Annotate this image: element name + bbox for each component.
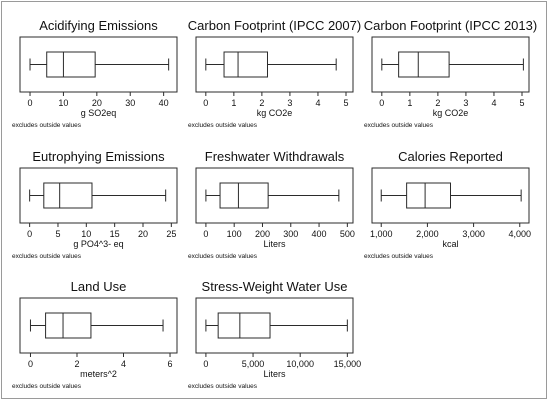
x-tick-label: 0 bbox=[28, 98, 33, 108]
footnote: excludes outside values bbox=[12, 253, 82, 260]
iqr-box bbox=[398, 51, 450, 78]
x-axis-label: kcal bbox=[442, 239, 458, 249]
x-axis-label: Liters bbox=[263, 369, 286, 379]
iqr-box bbox=[406, 182, 451, 209]
x-tick-label: 1 bbox=[407, 98, 412, 108]
chart-title: Carbon Footprint (IPCC 2013) bbox=[364, 18, 537, 33]
iqr-box bbox=[46, 51, 96, 78]
x-tick-label: 0 bbox=[203, 98, 208, 108]
x-tick-label: 200 bbox=[255, 229, 270, 239]
x-tick-label: 20 bbox=[138, 229, 148, 239]
x-tick-label: 2 bbox=[435, 98, 440, 108]
chart-panel-7: Land Use 0 2 4 6 meters^2 excludes outside val… bbox=[12, 279, 178, 390]
x-tick-label: 4,000 bbox=[508, 229, 531, 239]
footnote: excludes outside values bbox=[188, 383, 258, 390]
x-tick-label: 5 bbox=[519, 98, 524, 108]
x-tick-label: 5,000 bbox=[242, 359, 265, 369]
footnote: excludes outside values bbox=[188, 253, 258, 260]
x-tick-label: 15,000 bbox=[334, 359, 362, 369]
x-tick-label: 10,000 bbox=[286, 359, 314, 369]
x-axis-label: kg CO2e bbox=[257, 108, 293, 118]
chart-title: Stress-Weight Water Use bbox=[202, 279, 348, 294]
chart-panel-5: Freshwater Withdrawals 0 100 200 300 400 500 Li… bbox=[188, 149, 355, 260]
iqr-box bbox=[223, 51, 268, 78]
x-tick-label: 5 bbox=[55, 229, 60, 239]
x-tick-label: 0 bbox=[27, 229, 32, 239]
x-axis-label: meters^2 bbox=[80, 369, 117, 379]
footnote: excludes outside values bbox=[364, 253, 434, 260]
x-tick-label: 30 bbox=[125, 98, 135, 108]
figure-frame: Acidifying Emissions 0 10 20 30 40 g SO2eq excl… bbox=[1, 1, 547, 399]
x-tick-label: 25 bbox=[166, 229, 176, 239]
x-tick-label: 6 bbox=[168, 359, 173, 369]
chart-title: Acidifying Emissions bbox=[39, 18, 158, 33]
x-tick-label: 300 bbox=[283, 229, 298, 239]
x-tick-label: 500 bbox=[340, 229, 355, 239]
chart-panel-8: Stress-Weight Water Use 0 5,000 10,000 15,00… bbox=[188, 279, 361, 390]
iqr-box bbox=[43, 182, 93, 209]
footnote: excludes outside values bbox=[12, 122, 82, 129]
x-axis-label: g PO4^3- eq bbox=[73, 239, 123, 249]
x-tick-label: 15 bbox=[110, 229, 120, 239]
x-tick-label: 4 bbox=[315, 98, 320, 108]
x-tick-label: 0 bbox=[203, 229, 208, 239]
chart-title: Carbon Footprint (IPCC 2007) bbox=[188, 18, 361, 33]
chart-title: Land Use bbox=[71, 279, 127, 294]
chart-panel-1: Acidifying Emissions 0 10 20 30 40 g SO2eq excl… bbox=[12, 18, 178, 129]
x-tick-label: 10 bbox=[81, 229, 91, 239]
iqr-box bbox=[219, 182, 269, 209]
x-tick-label: 1,000 bbox=[370, 229, 393, 239]
iqr-box bbox=[45, 312, 92, 339]
x-tick-label: 5 bbox=[343, 98, 348, 108]
x-tick-label: 0 bbox=[28, 359, 33, 369]
x-tick-label: 40 bbox=[159, 98, 169, 108]
chart-panel-2: Carbon Footprint (IPCC 2007) 0 1 2 3 4 5 kg CO2… bbox=[188, 18, 361, 129]
chart-title: Calories Reported bbox=[398, 149, 503, 164]
x-tick-label: 1 bbox=[231, 98, 236, 108]
footnote: excludes outside values bbox=[364, 122, 434, 129]
x-tick-label: 0 bbox=[203, 359, 208, 369]
x-tick-label: 10 bbox=[58, 98, 68, 108]
x-tick-label: 0 bbox=[379, 98, 384, 108]
x-tick-label: 20 bbox=[92, 98, 102, 108]
footnote: excludes outside values bbox=[12, 383, 82, 390]
x-tick-label: 2 bbox=[259, 98, 264, 108]
x-axis-label: g SO2eq bbox=[81, 108, 117, 118]
x-tick-label: 3 bbox=[463, 98, 468, 108]
x-tick-label: 2 bbox=[74, 359, 79, 369]
x-tick-label: 100 bbox=[227, 229, 242, 239]
x-tick-label: 4 bbox=[121, 359, 126, 369]
chart-title: Eutrophying Emissions bbox=[32, 149, 165, 164]
iqr-box bbox=[217, 312, 271, 339]
x-axis-label: kg CO2e bbox=[433, 108, 469, 118]
x-axis-label: Liters bbox=[263, 239, 286, 249]
chart-panel-3: Carbon Footprint (IPCC 2013) 0 1 2 3 4 5 kg CO2… bbox=[364, 18, 537, 129]
chart-panel-6: Calories Reported 1,000 2,000 3,000 4,000 kca… bbox=[364, 149, 531, 260]
x-tick-label: 2,000 bbox=[416, 229, 439, 239]
x-tick-label: 4 bbox=[491, 98, 496, 108]
x-tick-label: 3,000 bbox=[462, 229, 485, 239]
chart-title: Freshwater Withdrawals bbox=[205, 149, 345, 164]
x-tick-label: 400 bbox=[312, 229, 327, 239]
footnote: excludes outside values bbox=[188, 122, 258, 129]
chart-panel-4: Eutrophying Emissions 0 5 10 15 20 25 g PO4^3- … bbox=[12, 149, 178, 260]
x-tick-label: 3 bbox=[287, 98, 292, 108]
